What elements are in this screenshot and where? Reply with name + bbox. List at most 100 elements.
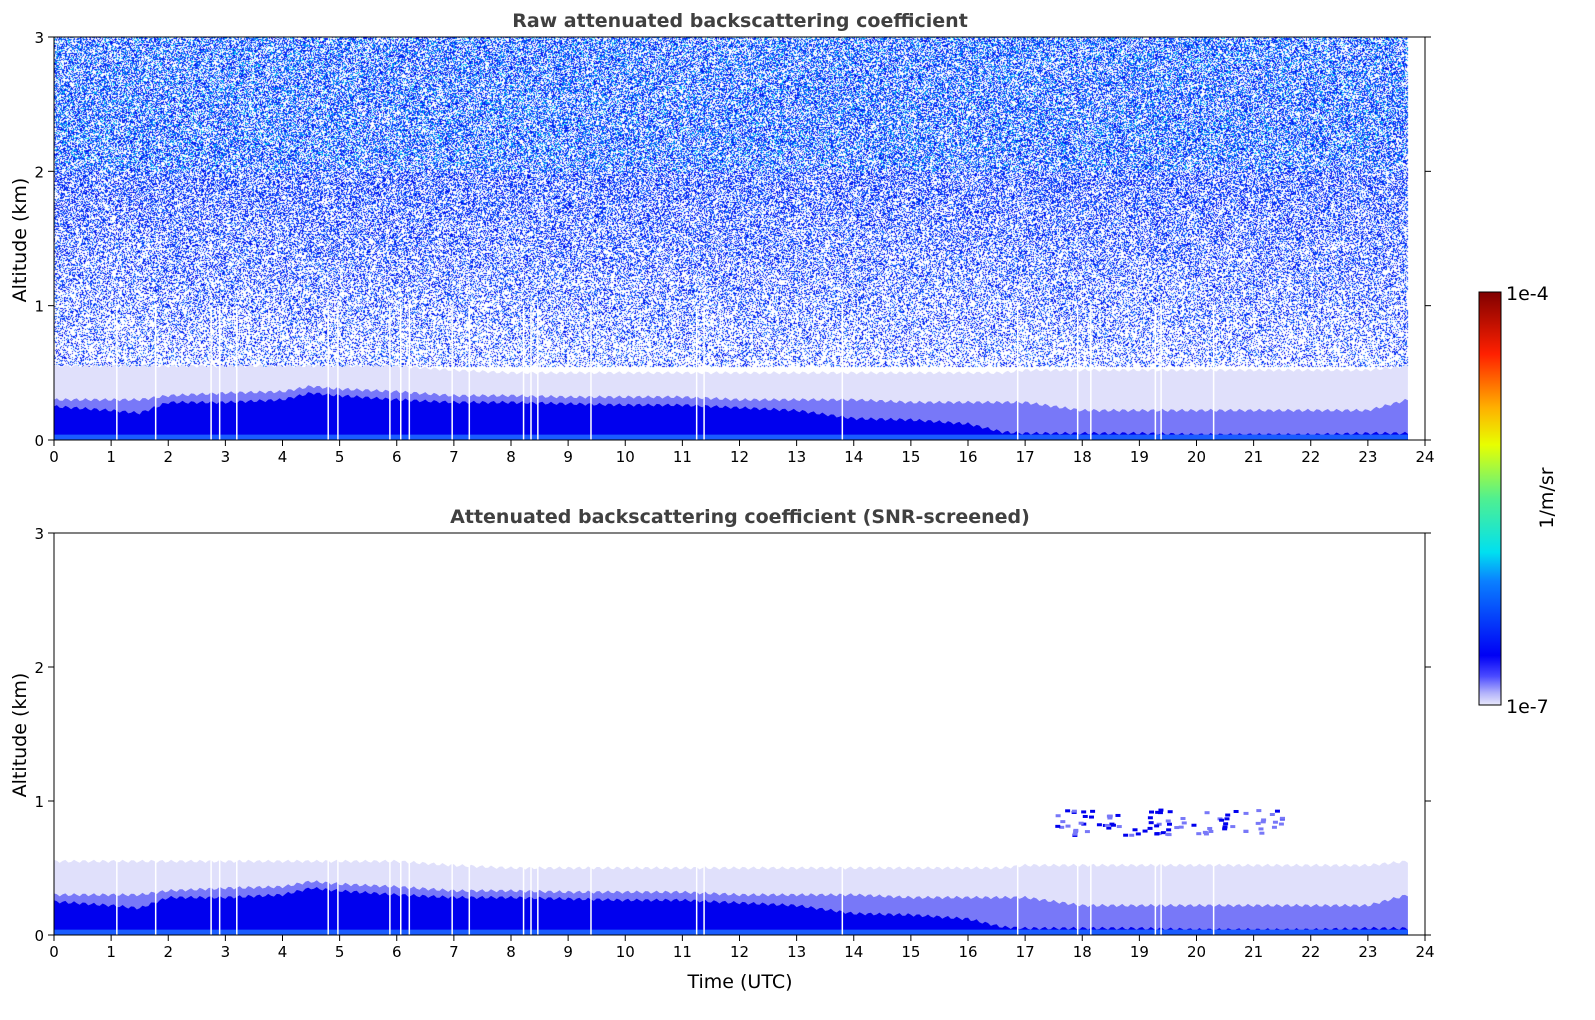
x-tick-label: 15 (901, 448, 920, 466)
x-tick-label: 8 (506, 448, 516, 466)
x-tick-label: 8 (506, 943, 516, 961)
x-tick-label: 18 (1073, 943, 1092, 961)
cloud-speck (1234, 810, 1239, 813)
xlabel: Time (UTC) (686, 971, 792, 993)
cloud-speck (1149, 811, 1154, 814)
x-tick-label: 16 (958, 448, 977, 466)
cloud-speck (1256, 822, 1261, 825)
x-tick-label: 0 (49, 448, 59, 466)
x-tick-label: 14 (844, 943, 863, 961)
cloud-speck (1097, 823, 1102, 826)
cloud-speck (1073, 829, 1078, 832)
x-tick-label: 10 (616, 448, 635, 466)
cloud-speck (1182, 821, 1187, 824)
cloud-speck (1270, 813, 1275, 816)
cloud-speck (1065, 809, 1070, 812)
cloud-speck (1243, 830, 1248, 833)
y-tick-label: 0 (34, 927, 44, 945)
x-tick-label: 3 (221, 943, 231, 961)
x-tick-label: 4 (278, 448, 288, 466)
near-ground-layer (54, 435, 1408, 440)
cloud-speck (1154, 824, 1159, 827)
x-tick-label: 2 (163, 943, 173, 961)
x-tick-label: 22 (1301, 943, 1320, 961)
x-tick-label: 21 (1244, 943, 1263, 961)
cloud-speck (1148, 816, 1153, 819)
cloud-speck (1066, 825, 1071, 828)
x-tick-label: 3 (221, 448, 231, 466)
x-tick-label: 23 (1358, 448, 1377, 466)
x-tick-label: 24 (1415, 943, 1434, 961)
bottom-panel-title: Attenuated backscattering coefficient (S… (450, 506, 1030, 528)
x-tick-label: 21 (1244, 448, 1263, 466)
cloud-speck (1191, 824, 1196, 827)
cloud-speck (1055, 825, 1060, 828)
cloud-speck (1244, 812, 1249, 815)
cloud-speck (1224, 817, 1229, 820)
x-tick-label: 19 (1130, 943, 1149, 961)
x-tick-label: 10 (616, 943, 635, 961)
x-tick-label: 19 (1130, 448, 1149, 466)
x-tick-label: 6 (392, 943, 402, 961)
cloud-speck (1167, 823, 1172, 826)
cloud-speck (1083, 815, 1088, 818)
cloud-speck (1079, 822, 1084, 825)
cloud-speck (1179, 826, 1184, 829)
cloud-speck (1148, 827, 1153, 830)
y-tick-label: 0 (34, 432, 44, 450)
x-tick-label: 18 (1073, 448, 1092, 466)
lidar-chart: Raw attenuated backscattering coefficien… (0, 0, 1595, 1020)
cloud-speck (1259, 832, 1264, 835)
cloud-speck (1123, 834, 1128, 837)
cloud-speck (1085, 830, 1090, 833)
x-tick-label: 4 (278, 943, 288, 961)
cloud-speck (1136, 832, 1141, 835)
cloud-speck (1081, 810, 1086, 813)
y-tick-label: 2 (34, 659, 44, 677)
cloud-speck (1056, 814, 1061, 817)
top-ylabel: Altitude (km) (9, 178, 31, 303)
x-tick-label: 12 (730, 448, 749, 466)
cloud-speck (1225, 814, 1230, 817)
cloud-speck (1261, 818, 1266, 821)
cloud-speck (1143, 830, 1148, 833)
x-tick-label: 7 (449, 448, 459, 466)
x-tick-label: 20 (1187, 448, 1206, 466)
y-tick-label: 3 (34, 29, 44, 47)
x-tick-label: 2 (163, 448, 173, 466)
cloud-speck (1208, 830, 1213, 833)
cloud-speck (1161, 831, 1166, 834)
cloud-speck (1166, 819, 1171, 822)
cloud-speck (1196, 832, 1201, 835)
x-tick-label: 14 (844, 448, 863, 466)
colorbar-gradient (1479, 292, 1501, 705)
colorbar: 1e-4 1e-7 1/m/sr (1479, 283, 1558, 718)
colorbar-max-label: 1e-4 (1506, 283, 1549, 305)
y-tick-label: 1 (34, 793, 44, 811)
cloud-speck (1205, 811, 1210, 814)
x-tick-label: 15 (901, 943, 920, 961)
x-tick-label: 22 (1301, 448, 1320, 466)
cloud-speck (1155, 811, 1160, 814)
cloud-speck (1154, 832, 1159, 835)
y-tick-label: 3 (34, 525, 44, 543)
x-tick-label: 7 (449, 943, 459, 961)
x-tick-label: 1 (106, 448, 116, 466)
cloud-speck (1111, 824, 1116, 827)
x-tick-label: 12 (730, 943, 749, 961)
cloud-speck (1089, 816, 1094, 819)
cloud-speck (1133, 828, 1138, 831)
x-tick-label: 17 (1016, 448, 1035, 466)
x-tick-label: 5 (335, 448, 345, 466)
cloud-speck (1180, 817, 1185, 820)
cloud-speck (1166, 828, 1171, 831)
cloud-speck (1060, 820, 1065, 823)
x-tick-label: 5 (335, 943, 345, 961)
cloud-speck (1279, 823, 1284, 826)
cloud-speck (1273, 821, 1278, 824)
bottom-ylabel: Altitude (km) (9, 673, 31, 798)
colorbar-min-label: 1e-7 (1506, 696, 1549, 718)
cloud-speck (1258, 827, 1263, 830)
cloud-speck (1072, 810, 1077, 813)
x-tick-label: 20 (1187, 943, 1206, 961)
